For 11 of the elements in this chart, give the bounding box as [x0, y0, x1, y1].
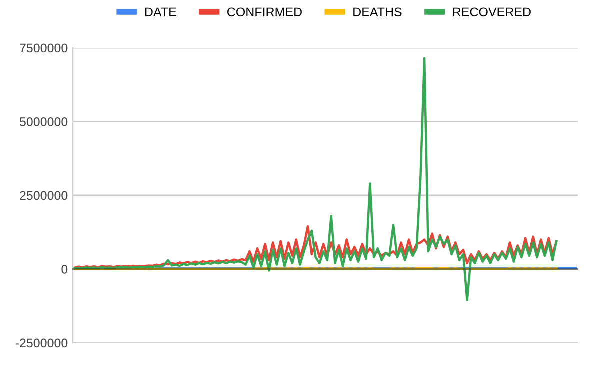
y-tick-label: 5000000: [20, 118, 68, 126]
legend-label: RECOVERED: [453, 8, 531, 17]
line-series: [74, 225, 558, 269]
y-tick-label: -2500000: [16, 338, 68, 348]
y-tick-label: 0: [62, 265, 68, 274]
line-series: [74, 57, 558, 302]
y-tick-label: 7500000: [20, 44, 68, 53]
y-tick-label: 2500000: [20, 191, 68, 200]
legend-label: DEATHS: [354, 8, 402, 17]
legend-label: DATE: [145, 8, 176, 16]
legend-label: CONFIRMED: [228, 8, 302, 17]
